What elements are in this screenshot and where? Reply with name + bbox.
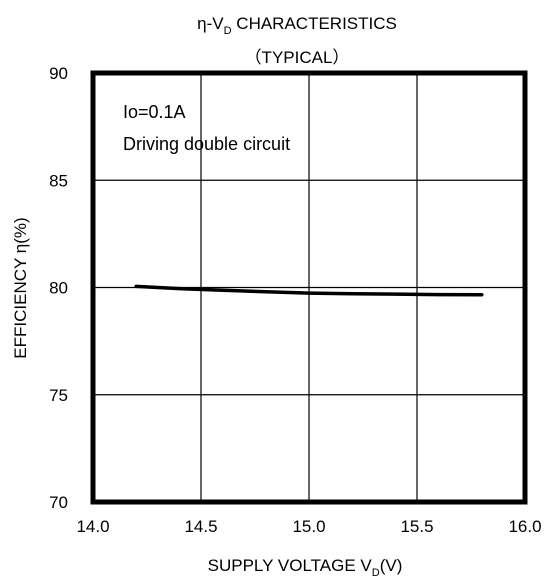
x-axis-label: SUPPLY VOLTAGE VD(V): [208, 556, 403, 579]
series-group: [134, 284, 484, 297]
y-tick-label: 90: [49, 64, 68, 83]
chart-title-line1: η-VD CHARACTERISTICS: [197, 14, 397, 37]
y-tick-label: 75: [49, 386, 68, 405]
series-line-efficiency: [134, 284, 484, 297]
y-tick-label: 85: [49, 171, 68, 190]
y-tick-label: 80: [49, 279, 68, 298]
x-tick-label: 14.0: [76, 517, 109, 536]
x-tick-labels: 14.0 14.5 15.0 15.5 16.0: [76, 517, 541, 536]
plot-frame: [90, 70, 528, 505]
annotation-current: Io=0.1A: [123, 102, 186, 122]
chart-title-line2: （TYPICAL）: [245, 48, 350, 67]
x-tick-label: 14.5: [184, 517, 217, 536]
y-axis-label: EFFICIENCY η(%): [11, 217, 30, 358]
y-tick-labels: 70 75 80 85 90: [49, 64, 68, 512]
x-tick-label: 15.5: [400, 517, 433, 536]
y-tick-label: 70: [49, 493, 68, 512]
x-tick-label: 15.0: [292, 517, 325, 536]
x-tick-label: 16.0: [508, 517, 541, 536]
annotation-mode: Driving double circuit: [123, 134, 290, 154]
